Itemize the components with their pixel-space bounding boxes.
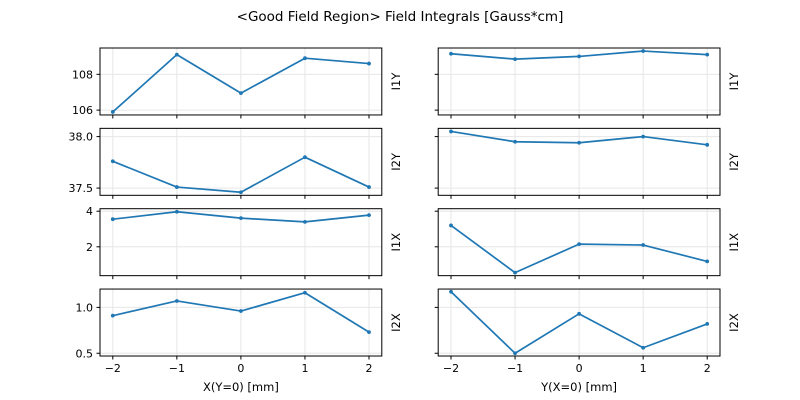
axes-frame (99, 288, 383, 357)
data-point (641, 134, 646, 139)
data-point (705, 259, 710, 264)
data-point (303, 290, 307, 295)
data-point (449, 289, 453, 294)
data-point (367, 213, 371, 218)
data-point (110, 110, 115, 114)
y-tick-label: 38.0 (69, 131, 94, 144)
x-tick-label: 1 (301, 362, 308, 375)
subplot-i1y-right: I1Y (434, 47, 741, 119)
subplot-i1x-right: I1X (434, 208, 741, 280)
data-point (174, 209, 179, 214)
data-point (303, 56, 307, 61)
subplot-i2x-left: 0.5 1.0 −2 −1 0 1 2 X(Y=0) [mm] I2X (76, 288, 403, 394)
data-point (110, 313, 115, 318)
x-tick-label: −1 (507, 362, 523, 375)
data-point (449, 51, 453, 56)
data-point (513, 57, 517, 61)
x-tick-label: 1 (640, 362, 647, 375)
x-tick-label: 0 (237, 362, 244, 375)
y-tick-label: 108 (72, 68, 93, 81)
subplot-i2y-right: I2Y (434, 127, 741, 199)
data-point (705, 142, 710, 147)
data-point (641, 243, 646, 247)
row-label-i2x: I2X (727, 313, 741, 332)
data-point (449, 129, 453, 134)
data-point (110, 217, 115, 222)
data-point (239, 309, 243, 313)
y-tick-label: 0.5 (76, 347, 94, 360)
y-tick-label: 1.0 (76, 301, 94, 314)
data-point (239, 91, 243, 96)
x-tick-label: −2 (105, 362, 121, 375)
subplot-i1x-left: 2 4 I1X (86, 205, 403, 280)
row-label-i1x: I1X (727, 233, 741, 252)
chart-title: <Good Field Region> Field Integrals [Gau… (236, 9, 564, 25)
data-point (513, 139, 517, 144)
y-tick-label: 2 (86, 241, 93, 254)
data-point (577, 242, 581, 247)
data-point (174, 52, 179, 57)
subplot-i2y-left: 37.5 38.0 I2Y (69, 127, 403, 199)
y-tick-label: 37.5 (69, 182, 94, 195)
row-label-i1y: I1Y (389, 72, 403, 91)
row-label-i2x: I2X (389, 313, 403, 332)
x-tick-label: −1 (169, 362, 185, 375)
y-tick-label: 106 (72, 104, 93, 117)
data-point (110, 159, 115, 164)
row-label-i1x: I1X (389, 233, 403, 252)
x-tick-label: 2 (704, 362, 711, 375)
subplot-i2x-right: −2 −1 0 1 2 Y(X=0) [mm] I2X (434, 288, 741, 394)
data-point (367, 185, 371, 189)
data-point (513, 351, 517, 356)
x-axis-label: X(Y=0) [mm] (203, 380, 279, 394)
data-point (367, 61, 371, 66)
x-tick-label: 2 (365, 362, 372, 375)
data-point (449, 223, 453, 228)
data-point (705, 52, 710, 57)
data-point (239, 190, 243, 195)
data-point (641, 49, 646, 53)
row-label-i2y: I2Y (389, 152, 403, 171)
data-point (513, 270, 517, 275)
data-point (239, 216, 243, 221)
subplot-i1y-left: 106 108 I1Y (72, 47, 403, 119)
data-point (367, 330, 371, 335)
row-label-i2y: I2Y (727, 152, 741, 171)
data-point (174, 299, 179, 303)
y-tick-label: 4 (86, 205, 93, 218)
data-point (577, 54, 581, 59)
data-point (577, 311, 581, 316)
data-point (174, 185, 179, 189)
x-axis-label: Y(X=0) [mm] (540, 380, 617, 394)
data-point (641, 345, 646, 350)
x-tick-label: −2 (443, 362, 459, 375)
data-point (705, 322, 710, 326)
x-tick-label: 0 (576, 362, 583, 375)
data-point (577, 140, 581, 145)
axes-frame (437, 288, 721, 357)
row-label-i1y: I1Y (727, 72, 741, 91)
data-point (303, 155, 307, 160)
data-point (303, 219, 307, 224)
